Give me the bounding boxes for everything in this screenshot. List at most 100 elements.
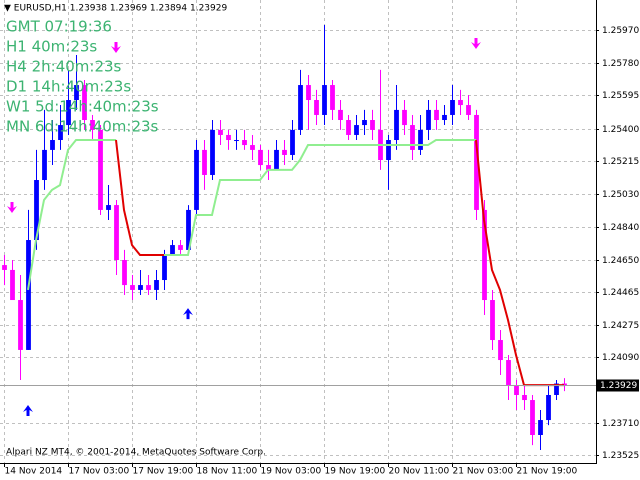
candle-body [306, 85, 311, 101]
candle-body [178, 245, 183, 250]
candle-body [10, 269, 15, 301]
signal-arrow [7, 202, 17, 214]
candle-body [314, 100, 319, 115]
candle-body [418, 129, 423, 150]
candle-body [234, 140, 239, 142]
candle-body [162, 254, 167, 281]
candle-body [194, 149, 199, 210]
y-tick-label: 1.25030 [602, 190, 639, 200]
candle-body [394, 109, 399, 141]
candle-body [242, 140, 247, 146]
candle-body [362, 120, 367, 126]
x-tick-label: 17 Nov 19:00 [133, 467, 194, 477]
candle-body [466, 105, 471, 115]
timer-text: H1 40m:23s [6, 38, 97, 56]
candle-body [386, 140, 391, 161]
x-tick-label: 21 Nov 03:00 [453, 467, 514, 477]
candle-body [26, 240, 31, 350]
candle-body [402, 109, 407, 126]
x-tick-label: 19 Nov 03:00 [261, 467, 322, 477]
x-tick-label: 19 Nov 19:00 [325, 467, 386, 477]
candle-body [434, 109, 439, 121]
y-tick-label: 1.23525 [602, 451, 639, 461]
timer-text: GMT 07:19:36 [6, 18, 112, 36]
x-tick-label: 21 Nov 19:00 [517, 467, 578, 477]
indicator-line [115, 139, 164, 256]
current-price-box [597, 379, 639, 392]
candle-body [58, 125, 63, 141]
candle-body [114, 205, 119, 261]
candle-body [266, 165, 271, 170]
candle-body [514, 385, 519, 395]
candle-body [474, 114, 479, 210]
candle-body [34, 180, 39, 241]
candle-body [522, 394, 527, 401]
signal-arrow [23, 404, 33, 416]
candle-body [546, 394, 551, 421]
candle-body [250, 145, 255, 150]
candle-body [146, 285, 151, 290]
timer-text: H4 2h:40m:23s [6, 58, 122, 76]
candle-body [130, 285, 135, 290]
candle-body [370, 120, 375, 130]
candle-body [410, 125, 415, 150]
current-price-label: 1.23929 [600, 381, 637, 391]
candle-body [122, 260, 127, 286]
candle-body [210, 129, 215, 175]
candle-body [538, 420, 543, 435]
candle-body [82, 85, 87, 121]
candle-body [338, 109, 343, 121]
candle-body [282, 149, 287, 155]
candle-body [218, 129, 223, 135]
candle-body [290, 129, 295, 155]
candle-body [490, 300, 495, 341]
candle-body [50, 140, 55, 150]
candle-body [554, 383, 559, 395]
chart-header: ▼ EURUSD,H1 1.23938 1.23969 1.23894 1.23… [4, 4, 227, 14]
candle-body [42, 149, 47, 181]
indicator-line [27, 139, 116, 291]
candle-body [106, 205, 111, 210]
y-tick-label: 1.25215 [602, 157, 639, 167]
candle-body [322, 85, 327, 115]
indicator-line [164, 139, 476, 256]
x-tick-label: 14 Nov 2014 [5, 467, 63, 477]
candle-body [426, 109, 431, 130]
timer-text: D1 14h:40m:23s [6, 78, 131, 96]
candle-body [354, 125, 359, 135]
signal-arrow [471, 38, 481, 50]
timer-text: W1 5d:14h:40m:23s [6, 98, 159, 116]
candle-body [202, 149, 207, 175]
y-tick-label: 1.24275 [602, 321, 639, 331]
y-tick-label: 1.23710 [602, 419, 639, 429]
candle-body [330, 85, 335, 110]
candle-body [226, 134, 231, 141]
candle-body [482, 209, 487, 301]
candle-body [562, 383, 567, 386]
candle-body [498, 340, 503, 361]
y-tick-label: 1.25400 [602, 125, 639, 135]
x-tick-label: 17 Nov 03:00 [69, 467, 130, 477]
candle-body [186, 209, 191, 250]
candle-body [346, 120, 351, 135]
signal-arrow [183, 308, 193, 320]
candle-body [530, 400, 535, 435]
candle-body [274, 149, 279, 170]
y-tick-label: 1.24465 [602, 288, 639, 298]
y-tick-label: 1.25970 [602, 26, 639, 36]
candle-body [258, 149, 263, 166]
signal-arrow [111, 42, 121, 54]
candle-body [138, 285, 143, 290]
candle-body [442, 114, 447, 121]
candle-body [154, 280, 159, 290]
y-tick-label: 1.25780 [602, 59, 639, 69]
candle-body [458, 100, 463, 106]
candle-body [74, 85, 79, 101]
candle-body [98, 129, 103, 210]
y-tick-label: 1.25595 [602, 91, 639, 101]
footer: Alpari NZ MT4, © 2001-2014, MetaQuotes S… [6, 448, 266, 458]
candle-body [450, 100, 455, 115]
